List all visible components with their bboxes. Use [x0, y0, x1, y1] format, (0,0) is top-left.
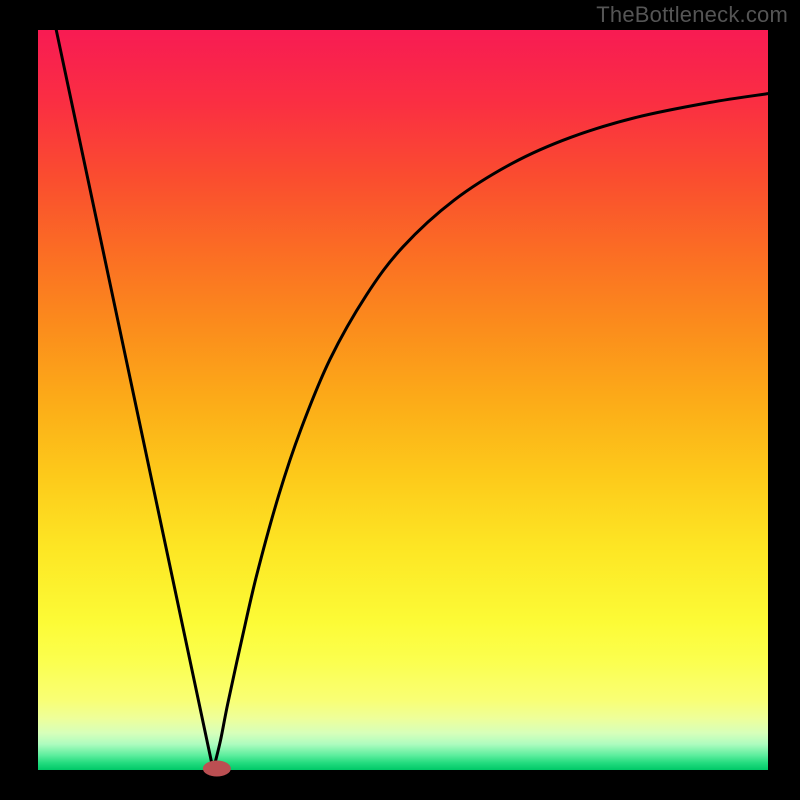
- chart-frame: TheBottleneck.com: [0, 0, 800, 800]
- minimum-marker: [203, 761, 231, 777]
- attribution-label: TheBottleneck.com: [596, 2, 788, 28]
- bottleneck-chart: [0, 0, 800, 800]
- plot-background: [38, 30, 768, 770]
